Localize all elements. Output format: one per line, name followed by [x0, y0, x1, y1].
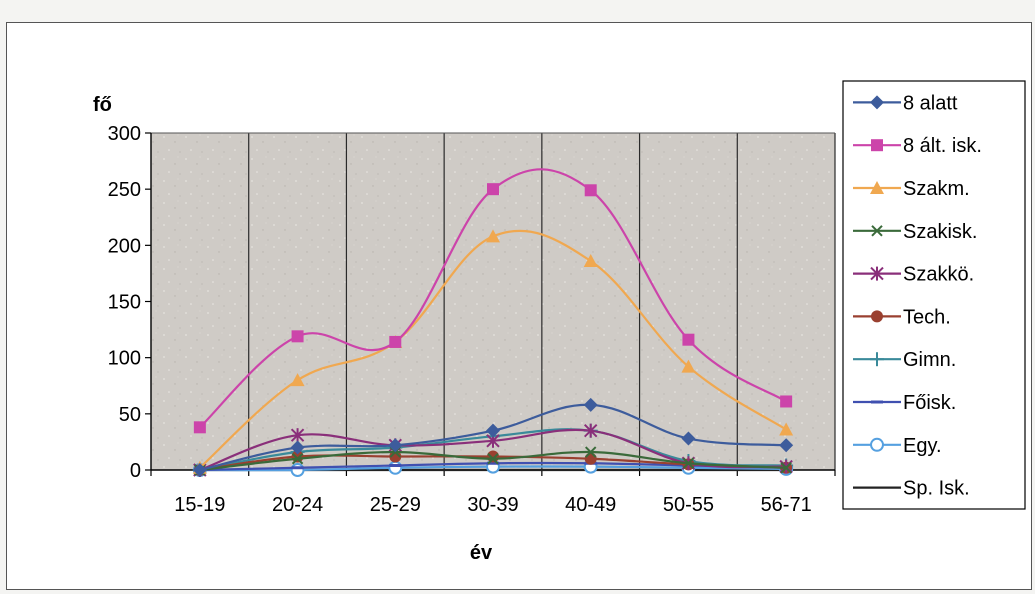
legend-label: Gimn. [903, 349, 956, 371]
data-point [389, 464, 402, 468]
line-chart: 0 50 100 150 200 250 300 15-19 20-24 25-29 30-39 40… [93, 80, 1026, 564]
legend-item: Szakkö. [853, 264, 974, 286]
y-tick-label: 300 [108, 123, 141, 145]
legend-label: 8 ált. isk. [903, 135, 982, 157]
legend-item: Gimn. [853, 349, 956, 371]
data-point [682, 333, 695, 346]
series-8-lt-isk- [193, 168, 793, 434]
legend-label: Sp. Isk. [903, 478, 970, 500]
x-tick-label: 20-24 [272, 494, 323, 516]
data-point [291, 330, 304, 343]
data-point [290, 373, 305, 387]
data-point [487, 450, 499, 463]
legend-label: Szakkö. [903, 264, 974, 286]
legend-swatch-marker [871, 310, 883, 323]
x-tick-label: 15-19 [174, 494, 225, 516]
legend-item: 8 ált. isk. [853, 135, 982, 157]
data-point [780, 462, 792, 474]
data-point [290, 428, 305, 443]
legend-swatch-marker [871, 139, 883, 152]
legend-item: 8 alatt [853, 92, 958, 114]
legend-label: Szakm. [903, 178, 970, 200]
data-point [583, 254, 598, 268]
legend-label: Tech. [903, 306, 951, 328]
data-point [584, 423, 598, 438]
grid-lines [151, 132, 836, 470]
chart-frame: 0 50 100 150 200 250 300 15-19 20-24 25-29 30-39 40… [6, 22, 1032, 590]
data-point [583, 397, 598, 412]
data-point [779, 422, 794, 436]
data-point [584, 452, 597, 465]
legend-swatch-marker [870, 181, 884, 194]
x-tick-label: 25-29 [370, 494, 421, 516]
x-tick-label: 56-71 [761, 494, 812, 516]
data-point [291, 453, 304, 465]
legend-swatch-marker [870, 95, 884, 110]
data-point [388, 460, 403, 475]
series-8-alatt [192, 397, 794, 477]
data-point [682, 457, 695, 469]
legend-item: Főisk. [853, 392, 956, 414]
data-point [779, 438, 794, 453]
data-point [584, 184, 597, 197]
legend-item: Szakisk. [853, 221, 977, 243]
legend-label: Egy. [903, 435, 942, 457]
data-point [389, 335, 402, 348]
legend-label: 8 alatt [903, 92, 958, 114]
legend-item: Egy. [853, 435, 942, 457]
data-point [487, 453, 499, 465]
legend-item: Tech. [853, 306, 951, 328]
legend-swatch-marker [871, 400, 883, 404]
series-lines [192, 168, 794, 477]
legend-swatch-marker [870, 437, 884, 452]
y-tick-label: 200 [108, 235, 141, 257]
legend-box [842, 80, 1026, 510]
data-point [585, 446, 597, 458]
data-point [486, 229, 500, 243]
y-axis-title: fő [93, 94, 112, 116]
data-point [487, 183, 499, 196]
y-tick-label: 250 [108, 179, 141, 201]
y-tick-label: 50 [119, 404, 141, 426]
legend-swatch-marker [870, 352, 884, 367]
data-point [780, 395, 793, 408]
legend-label: Szakisk. [903, 221, 977, 243]
y-tick-label: 0 [130, 460, 141, 482]
y-tick-label: 100 [108, 348, 141, 370]
x-axis-title: év [470, 542, 493, 564]
x-tick-label: 40-49 [565, 494, 616, 516]
data-point [192, 463, 207, 477]
data-point [290, 440, 305, 455]
data-point [388, 438, 403, 453]
legend-swatch-marker [871, 225, 883, 237]
data-point [193, 421, 206, 434]
data-point [486, 423, 500, 438]
legend-item: Szakm. [853, 178, 970, 200]
legend-item: Sp. Isk. [853, 478, 970, 500]
data-point [487, 461, 499, 465]
legend-label: Főisk. [903, 392, 956, 414]
data-point [389, 450, 402, 463]
x-tick-label: 50-55 [663, 494, 714, 516]
data-point [681, 359, 696, 373]
data-point [290, 463, 305, 477]
data-point [291, 466, 304, 470]
x-tick-label: 30-39 [467, 494, 518, 516]
data-point [681, 431, 696, 446]
y-tick-label: 150 [108, 292, 141, 314]
legend: 8 alatt 8 ált. isk. Szakm. Szakisk. Szakkö. T… [842, 80, 1026, 510]
legend-swatch-marker [870, 266, 884, 281]
